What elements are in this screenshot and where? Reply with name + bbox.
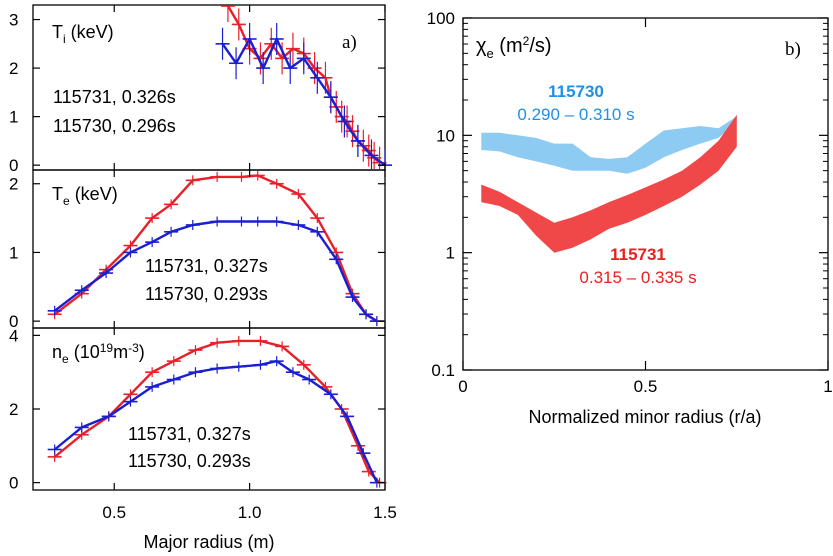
te-ylabel: Te (keV) xyxy=(52,184,118,208)
ne-xtick-label: 0.5 xyxy=(102,503,126,522)
te-legend-blue: 115730, 0.293s xyxy=(145,284,268,304)
chi-ytick-label: 100 xyxy=(427,9,455,28)
ne-ytick-label: 4 xyxy=(9,326,18,345)
ne-xtick-label: 1.5 xyxy=(373,503,397,522)
chi-xtick-label: 1 xyxy=(823,377,832,396)
ti-ytick-label: 0 xyxy=(9,156,18,175)
ti-ylabel: Ti (keV) xyxy=(52,22,114,46)
band-label-115730: 115730 xyxy=(548,82,604,101)
ne-xtick-label: 1.0 xyxy=(238,503,262,522)
ne-legend-red: 115731, 0.327s xyxy=(128,424,251,444)
ne-ytick-label: 2 xyxy=(9,400,18,419)
ti-legend-blue: 115730, 0.296s xyxy=(53,116,176,136)
panel-letter-a: a) xyxy=(342,32,357,53)
panel-letter-b: b) xyxy=(785,39,801,60)
chi-ytick-label: 0.1 xyxy=(431,361,455,380)
band-time-115731: 0.315 – 0.335 s xyxy=(579,268,696,287)
ti-ytick-label: 3 xyxy=(9,11,18,30)
chi-band-115730 xyxy=(481,116,737,174)
te-ytick-label: 0 xyxy=(9,312,18,331)
ne-ytick-group: 0 2 4 xyxy=(9,326,386,493)
te-ytick-label: 2 xyxy=(9,175,18,194)
ne-xtick-group: 0.5 1.0 1.5 xyxy=(102,503,396,522)
te-series-group xyxy=(47,171,384,327)
te-ytick-group: 0 1 2 xyxy=(9,170,386,331)
chi-ytick-group: 0.1 1 10 100 xyxy=(427,9,828,380)
chi-band-115731 xyxy=(481,114,737,253)
ne-ylabel: ne (1019m-3) xyxy=(52,341,145,366)
chi-xtick-label: 0.5 xyxy=(634,377,658,396)
panel-a-xlabel: Major radius (m) xyxy=(143,532,274,552)
panel-b-xlabel: Normalized minor radius (r/a) xyxy=(528,407,761,427)
panel-a: 0 1 2 3 Ti (keV) a) 115731, 0.326s 115730, … xyxy=(9,4,397,552)
ne-ytick-label: 0 xyxy=(9,474,18,493)
band-time-115730: 0.290 – 0.310 s xyxy=(517,105,634,124)
chi-xtick-label: 0 xyxy=(458,377,467,396)
ti-ytick-group: 0 1 2 3 xyxy=(9,5,386,175)
ti-series-group xyxy=(215,5,392,169)
te-ytick-label: 1 xyxy=(9,243,18,262)
chi-xtick-group: 0 0.5 1 xyxy=(458,18,833,396)
te-legend-red: 115731, 0.327s xyxy=(145,256,268,276)
ti-legend-red: 115731, 0.326s xyxy=(53,87,176,107)
band-label-115731: 115731 xyxy=(610,245,666,264)
chi-ytick-label: 1 xyxy=(446,244,455,263)
ne-series-group xyxy=(47,335,387,488)
ti-ytick-label: 2 xyxy=(9,59,18,78)
ne-legend-blue: 115730, 0.293s xyxy=(128,451,251,471)
ti-ytick-label: 1 xyxy=(9,108,18,127)
chi-ytick-label: 10 xyxy=(436,126,455,145)
chi-ylabel: χe (m2/s) xyxy=(476,34,552,61)
chi-band-group xyxy=(481,114,737,253)
